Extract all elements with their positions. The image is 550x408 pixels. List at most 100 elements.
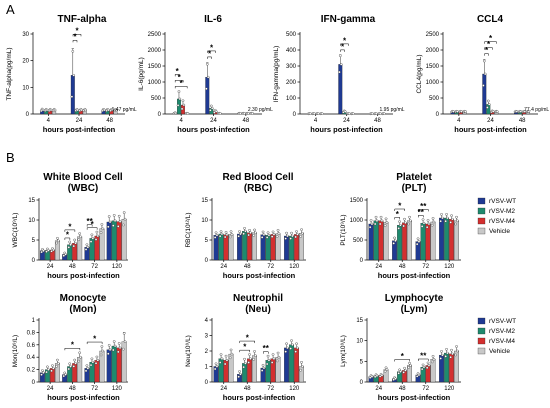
data-point [482, 84, 485, 87]
data-point [73, 238, 76, 242]
data-point [107, 108, 110, 112]
data-point [449, 221, 452, 224]
y-axis-label: Mon(10⁹/L) [12, 335, 19, 367]
data-point [223, 362, 227, 366]
data-point [460, 110, 463, 113]
y-tick-label: 0.6 [27, 343, 36, 349]
bar-rvsv-m2 [420, 223, 426, 261]
data-point [46, 365, 49, 369]
x-tick-label: 72 [422, 264, 429, 270]
data-point [108, 220, 112, 224]
data-point [422, 221, 426, 225]
data-point [425, 225, 429, 229]
significance-bracket [394, 359, 410, 362]
data-point [491, 110, 495, 113]
bar-rvsv-wt [284, 347, 289, 383]
data-point [219, 230, 223, 233]
significance-bracket [239, 340, 255, 344]
data-point [56, 237, 59, 240]
data-point [206, 62, 209, 66]
data-point [338, 70, 341, 74]
data-point [230, 352, 234, 356]
y-axis-label: WBC(10⁹/L) [12, 213, 19, 248]
data-point [79, 235, 82, 239]
significance-bracket [263, 351, 269, 354]
data-point [117, 342, 121, 345]
significance-marker: * [246, 333, 250, 342]
data-point [427, 364, 431, 367]
data-point [95, 355, 99, 359]
data-point [454, 222, 457, 226]
significance-bracket [86, 227, 98, 230]
x-tick-label: 72 [91, 264, 98, 270]
data-point [45, 370, 48, 374]
bar-rvsv-wt [205, 77, 210, 115]
bar-rvsv-m2 [486, 104, 491, 115]
data-point [265, 236, 269, 239]
y-tick-label: 1 [32, 318, 36, 324]
bar-rvsv-wt [237, 233, 242, 261]
panel-b-letter: B [6, 150, 15, 165]
data-point [320, 112, 324, 115]
data-point [243, 357, 246, 361]
bar-rvsv-wt [368, 223, 374, 261]
significance-bracket [340, 43, 349, 46]
significance-marker: * [485, 46, 489, 55]
data-point [262, 233, 266, 237]
data-point [248, 229, 251, 232]
significance-marker: * [401, 352, 405, 361]
x-tick-label: 72 [267, 264, 274, 270]
legend-label: rVSV-M2 [489, 208, 515, 215]
data-point [218, 361, 222, 364]
data-point [291, 234, 294, 238]
data-point [425, 366, 429, 370]
legend-label: Vehicle [489, 228, 510, 235]
y-tick-label: 100 [286, 96, 297, 102]
significance-bracket [86, 224, 93, 227]
data-point [286, 346, 289, 350]
data-point [123, 340, 127, 343]
data-point [237, 234, 240, 238]
legend-swatch [477, 337, 486, 345]
data-point [446, 216, 449, 220]
data-point [113, 344, 117, 348]
data-point [251, 112, 254, 115]
data-point [444, 355, 447, 358]
y-axis-label: IFN-gamma(pg/mL) [273, 46, 280, 103]
x-axis-label: hours post-infection [47, 393, 120, 402]
data-point [99, 231, 103, 234]
data-point [72, 244, 76, 248]
data-point [260, 236, 264, 239]
data-point [393, 236, 396, 240]
data-point [272, 233, 276, 236]
bar-rvsv-m2 [111, 220, 117, 261]
bar-vehicle [275, 233, 281, 261]
data-point [69, 243, 72, 247]
bar-rvsv-m2 [444, 217, 449, 261]
significance-bracket [484, 53, 489, 56]
y-tick-label: 2 [205, 349, 209, 355]
significance-marker: ** [420, 202, 427, 211]
data-point [404, 221, 407, 225]
significance-marker: * [343, 36, 347, 45]
data-point [408, 215, 411, 219]
significance-marker: ** [418, 208, 425, 217]
data-point [260, 369, 264, 372]
chart-3: CCL4 0 500 1000 1500 2000 2500 CCL4(pg/mL) hours… [416, 14, 549, 134]
bar-vehicle [454, 220, 459, 261]
y-tick-label: 15 [201, 198, 208, 204]
data-point [252, 358, 255, 361]
data-point [421, 218, 425, 221]
data-point [79, 355, 82, 359]
data-point [370, 375, 374, 378]
significance-marker: * [75, 27, 79, 36]
data-point [445, 213, 448, 216]
bar-vehicle [252, 232, 257, 261]
data-point [455, 215, 458, 219]
data-point [431, 355, 435, 358]
data-point [399, 223, 402, 227]
data-point [182, 103, 186, 107]
data-point [57, 362, 60, 365]
chart-title-line2: (WBC) [68, 183, 99, 194]
significance-bracket [64, 237, 71, 240]
